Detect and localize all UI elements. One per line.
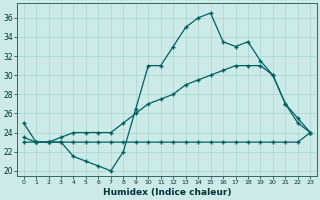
X-axis label: Humidex (Indice chaleur): Humidex (Indice chaleur) — [103, 188, 231, 197]
